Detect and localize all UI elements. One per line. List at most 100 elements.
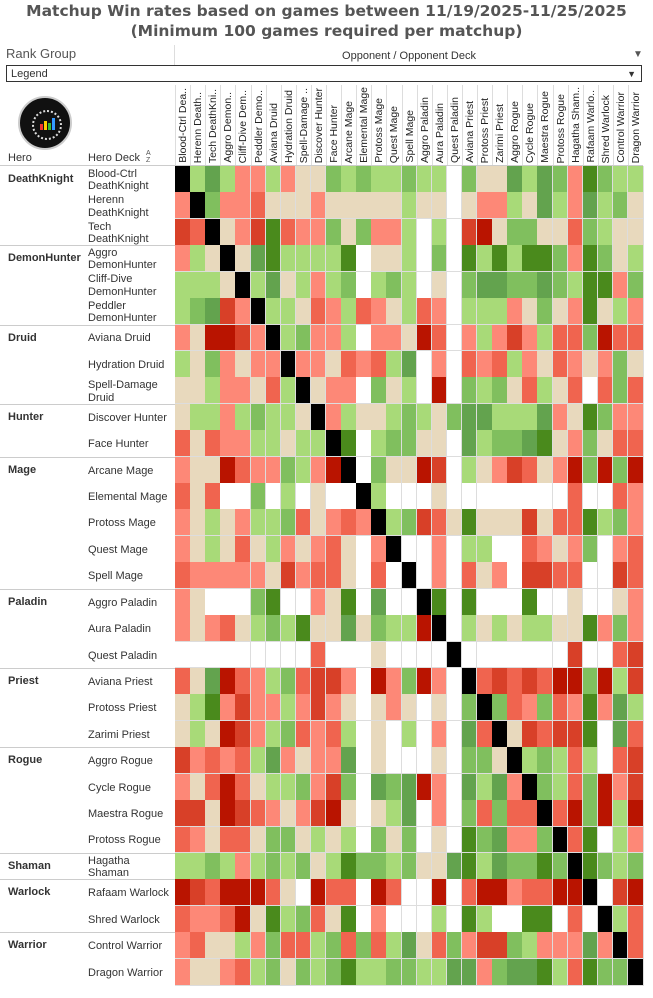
matrix-cell[interactable] <box>326 641 342 669</box>
matrix-cell[interactable] <box>326 298 342 325</box>
column-header[interactable]: Discover Hunter <box>310 85 326 165</box>
matrix-cell[interactable] <box>477 271 493 299</box>
matrix-cell[interactable] <box>250 641 267 669</box>
matrix-cell[interactable] <box>552 615 569 643</box>
matrix-cell[interactable] <box>567 615 584 643</box>
diagonal-cell[interactable] <box>431 615 448 643</box>
matrix-cell[interactable] <box>492 377 508 405</box>
matrix-cell[interactable] <box>310 773 327 801</box>
matrix-cell[interactable] <box>552 641 569 669</box>
matrix-cell[interactable] <box>220 350 236 378</box>
column-menu-arrow-icon[interactable]: ▼ <box>633 49 643 60</box>
matrix-cell[interactable] <box>628 350 644 378</box>
matrix-cell[interactable] <box>582 694 599 722</box>
matrix-cell[interactable] <box>416 535 433 563</box>
matrix-cell[interactable] <box>371 377 387 405</box>
matrix-cell[interactable] <box>582 535 599 563</box>
matrix-cell[interactable] <box>597 562 614 590</box>
matrix-cell[interactable] <box>310 192 327 220</box>
matrix-cell[interactable] <box>356 615 372 643</box>
matrix-cell[interactable] <box>386 218 402 246</box>
matrix-cell[interactable] <box>507 483 523 510</box>
column-header[interactable]: Aura Paladin <box>431 85 447 165</box>
matrix-cell[interactable] <box>371 192 387 220</box>
matrix-cell[interactable] <box>341 483 357 510</box>
matrix-cell[interactable] <box>190 720 206 748</box>
matrix-cell[interactable] <box>265 350 282 378</box>
matrix-cell[interactable] <box>356 403 372 431</box>
matrix-cell[interactable] <box>371 694 387 722</box>
matrix-cell[interactable] <box>477 879 493 907</box>
matrix-cell[interactable] <box>205 905 221 933</box>
matrix-cell[interactable] <box>371 403 387 431</box>
matrix-cell[interactable] <box>507 562 523 590</box>
matrix-cell[interactable] <box>386 932 402 960</box>
matrix-cell[interactable] <box>356 720 372 748</box>
matrix-cell[interactable] <box>461 430 478 458</box>
matrix-cell[interactable] <box>628 430 644 458</box>
matrix-cell[interactable] <box>537 958 553 986</box>
matrix-cell[interactable] <box>356 694 372 722</box>
matrix-cell[interactable] <box>326 932 342 960</box>
matrix-cell[interactable] <box>386 245 402 273</box>
matrix-cell[interactable] <box>522 694 538 722</box>
matrix-cell[interactable] <box>552 350 569 378</box>
matrix-cell[interactable] <box>416 641 433 669</box>
matrix-cell[interactable] <box>341 720 357 748</box>
matrix-cell[interactable] <box>492 456 508 484</box>
matrix-cell[interactable] <box>597 166 614 193</box>
matrix-cell[interactable] <box>628 218 644 246</box>
column-header[interactable]: Tech DeathKni.. <box>205 85 220 165</box>
matrix-cell[interactable] <box>280 509 297 537</box>
matrix-cell[interactable] <box>416 615 433 643</box>
matrix-cell[interactable] <box>235 166 251 193</box>
matrix-cell[interactable] <box>522 350 538 378</box>
matrix-cell[interactable] <box>567 324 584 352</box>
matrix-cell[interactable] <box>175 958 191 986</box>
matrix-cell[interactable] <box>477 615 493 643</box>
matrix-cell[interactable] <box>280 773 297 801</box>
matrix-cell[interactable] <box>280 667 297 695</box>
matrix-cell[interactable] <box>295 800 312 827</box>
matrix-cell[interactable] <box>446 271 463 299</box>
matrix-cell[interactable] <box>537 720 553 748</box>
matrix-cell[interactable] <box>446 615 463 643</box>
matrix-cell[interactable] <box>461 641 478 669</box>
matrix-cell[interactable] <box>250 826 267 854</box>
matrix-cell[interactable] <box>597 800 614 827</box>
matrix-cell[interactable] <box>477 324 493 352</box>
matrix-cell[interactable] <box>597 430 614 458</box>
matrix-cell[interactable] <box>265 800 282 827</box>
matrix-cell[interactable] <box>446 324 463 352</box>
matrix-cell[interactable] <box>597 535 614 563</box>
matrix-cell[interactable] <box>386 509 402 537</box>
matrix-cell[interactable] <box>220 720 236 748</box>
matrix-cell[interactable] <box>205 535 221 563</box>
matrix-cell[interactable] <box>597 456 614 484</box>
matrix-cell[interactable] <box>582 562 599 590</box>
matrix-cell[interactable] <box>582 667 599 695</box>
matrix-cell[interactable] <box>386 324 402 352</box>
matrix-cell[interactable] <box>235 535 251 563</box>
matrix-cell[interactable] <box>280 615 297 643</box>
matrix-cell[interactable] <box>461 324 478 352</box>
matrix-cell[interactable] <box>446 192 463 220</box>
matrix-cell[interactable] <box>235 694 251 722</box>
matrix-cell[interactable] <box>175 245 191 273</box>
matrix-cell[interactable] <box>295 483 312 510</box>
matrix-cell[interactable] <box>492 509 508 537</box>
matrix-cell[interactable] <box>567 958 584 986</box>
matrix-cell[interactable] <box>371 826 387 854</box>
diagonal-cell[interactable] <box>295 377 312 405</box>
matrix-cell[interactable] <box>310 166 327 193</box>
column-header[interactable]: Shred Warlock <box>597 85 613 165</box>
matrix-cell[interactable] <box>205 800 221 827</box>
matrix-cell[interactable] <box>310 720 327 748</box>
matrix-cell[interactable] <box>612 694 629 722</box>
matrix-cell[interactable] <box>416 192 433 220</box>
matrix-cell[interactable] <box>477 456 493 484</box>
matrix-cell[interactable] <box>190 456 206 484</box>
matrix-cell[interactable] <box>250 350 267 378</box>
matrix-cell[interactable] <box>401 377 418 405</box>
matrix-cell[interactable] <box>401 905 418 933</box>
